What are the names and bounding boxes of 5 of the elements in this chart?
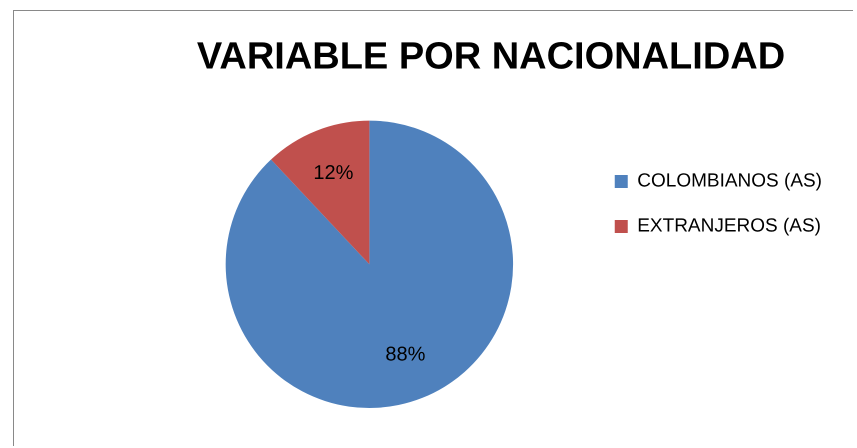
chart-title: VARIABLE POR NACIONALIDAD: [196, 35, 786, 78]
legend-label: EXTRANJEROS (AS): [637, 216, 821, 237]
data-label: 12%: [313, 162, 354, 184]
data-label: 88%: [385, 344, 426, 366]
legend-label: COLOMBIANOS (AS): [637, 170, 822, 192]
